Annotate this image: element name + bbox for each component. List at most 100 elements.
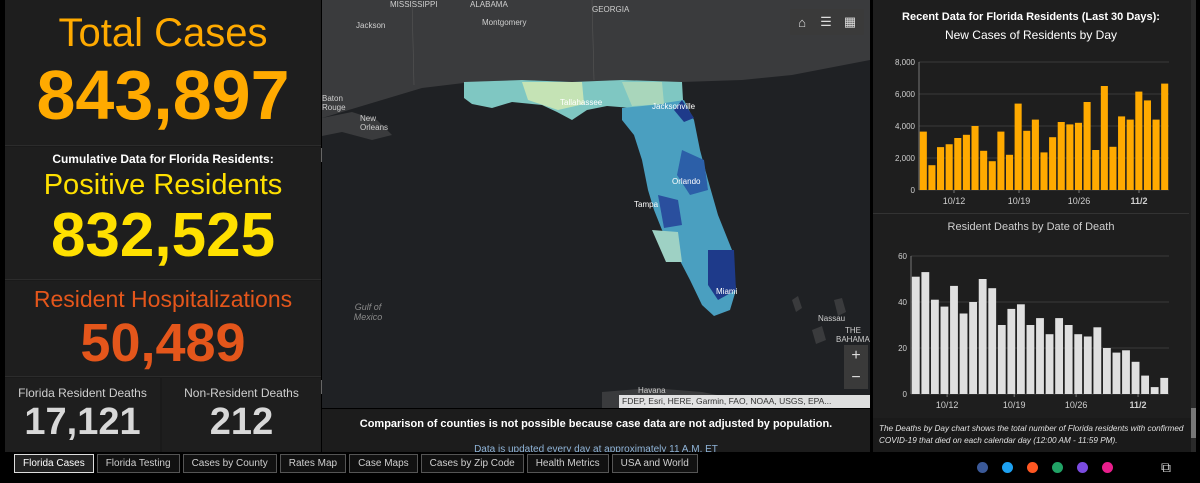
- tab-florida-testing[interactable]: Florida Testing: [96, 454, 180, 473]
- zoom-in-button[interactable]: +: [851, 347, 861, 364]
- bar[interactable]: [1143, 100, 1151, 190]
- bar[interactable]: [954, 138, 962, 190]
- state-border: [591, 0, 595, 81]
- bar[interactable]: [1100, 86, 1108, 190]
- nonresident-deaths-card: Non-Resident Deaths 212: [162, 378, 321, 452]
- positive-residents-title: Positive Residents: [43, 169, 283, 201]
- bar[interactable]: [1049, 137, 1057, 190]
- bar[interactable]: [945, 144, 953, 190]
- bar[interactable]: [1141, 375, 1150, 394]
- bar[interactable]: [1023, 130, 1031, 190]
- bar[interactable]: [1150, 387, 1159, 394]
- bar[interactable]: [1064, 325, 1073, 394]
- bar[interactable]: [928, 165, 936, 190]
- bar[interactable]: [969, 302, 978, 394]
- pinterest-icon[interactable]: [1077, 462, 1088, 473]
- bar[interactable]: [1031, 119, 1039, 190]
- bar[interactable]: [1092, 150, 1100, 190]
- bar[interactable]: [980, 150, 988, 190]
- home-icon[interactable]: ⌂: [798, 14, 806, 30]
- bar[interactable]: [1083, 336, 1092, 395]
- x-tick-label: 10/12: [936, 400, 959, 410]
- bar[interactable]: [1016, 304, 1025, 394]
- bar[interactable]: [1161, 83, 1169, 190]
- bar[interactable]: [930, 299, 939, 394]
- bar[interactable]: [921, 272, 930, 394]
- bar[interactable]: [1074, 122, 1083, 190]
- bar[interactable]: [1118, 116, 1126, 190]
- tab-florida-cases[interactable]: Florida Cases: [14, 454, 94, 473]
- map-attribution[interactable]: FDEP, Esri, HERE, Garmin, FAO, NOAA, USG…: [619, 395, 870, 408]
- bar[interactable]: [1074, 334, 1083, 394]
- tab-cases-by-county[interactable]: Cases by County: [182, 454, 277, 473]
- tab-usa-and-world[interactable]: USA and World: [611, 454, 698, 473]
- deaths-chart[interactable]: 0 20 40 60 10/12 10/19 10/26 11/2: [873, 246, 1189, 416]
- bar[interactable]: [940, 306, 949, 394]
- bar[interactable]: [1007, 308, 1016, 394]
- bar[interactable]: [1102, 348, 1111, 394]
- bar[interactable]: [1036, 318, 1044, 394]
- bar[interactable]: [1026, 325, 1035, 394]
- tab-health-metrics[interactable]: Health Metrics: [526, 454, 609, 473]
- bar[interactable]: [997, 131, 1005, 190]
- bar[interactable]: [1112, 352, 1121, 394]
- bar[interactable]: [1066, 124, 1074, 190]
- bar[interactable]: [1126, 119, 1134, 190]
- bar[interactable]: [911, 276, 920, 394]
- bar[interactable]: [959, 313, 968, 395]
- link-icon[interactable]: [1102, 462, 1113, 473]
- county-map[interactable]: MISSISSIPPI ALABAMA GEORGIA Jackson Mont…: [322, 0, 870, 408]
- x-tick-label: 10/19: [1003, 400, 1026, 410]
- list-icon[interactable]: ☰: [820, 14, 832, 29]
- facebook-icon[interactable]: [977, 462, 988, 473]
- zoom-out-button[interactable]: −: [851, 369, 861, 386]
- bar[interactable]: [1093, 327, 1102, 394]
- x-tick-label: 11/2: [1130, 400, 1147, 410]
- tab-bar: Florida Cases Florida Testing Cases by Cou…: [14, 454, 701, 473]
- bar[interactable]: [919, 131, 927, 190]
- map-note-update: Data is updated every day at approximate…: [474, 444, 718, 455]
- bar[interactable]: [1057, 122, 1065, 190]
- bar[interactable]: [1135, 91, 1143, 190]
- tab-rates-map[interactable]: Rates Map: [279, 454, 347, 473]
- scrollbar-thumb[interactable]: [1191, 408, 1196, 438]
- scrollbar[interactable]: [1191, 0, 1196, 452]
- cases-chart[interactable]: 0 2,000 4,000 6,000 8,000 10/12 10/19 10/26 11/2: [873, 50, 1189, 210]
- bar[interactable]: [1083, 102, 1091, 190]
- bar[interactable]: [937, 147, 945, 190]
- reddit-icon[interactable]: [1027, 462, 1038, 473]
- bar[interactable]: [997, 325, 1006, 394]
- bar[interactable]: [1014, 103, 1022, 190]
- map-label-havana: Havana: [638, 386, 666, 395]
- bar[interactable]: [1160, 377, 1169, 394]
- county-leon: [522, 82, 584, 110]
- bar[interactable]: [1152, 119, 1160, 190]
- map-label-gulf: Gulf of Mexico: [353, 302, 383, 322]
- sheets-icon[interactable]: [1052, 462, 1063, 473]
- bar[interactable]: [950, 285, 958, 394]
- recent-data-panel: Recent Data for Florida Residents (Last …: [873, 0, 1196, 452]
- county-miami-dade: [708, 250, 736, 300]
- external-link-icon[interactable]: ⧉: [1161, 459, 1171, 475]
- bar[interactable]: [971, 126, 979, 190]
- bar[interactable]: [1040, 152, 1048, 190]
- bar[interactable]: [1055, 318, 1064, 394]
- hospitalizations-value: 50,489: [80, 313, 246, 373]
- map-label-tallahassee: Tallahassee: [560, 98, 603, 107]
- map-label-georgia: GEORGIA: [592, 5, 630, 14]
- map-label-montgomery: Montgomery: [482, 18, 527, 27]
- tab-case-maps[interactable]: Case Maps: [349, 454, 418, 473]
- cases-chart-title: New Cases of Residents by Day: [944, 28, 1118, 42]
- bar[interactable]: [988, 288, 997, 394]
- qr-icon[interactable]: ▦: [843, 14, 857, 29]
- bar[interactable]: [988, 161, 996, 190]
- tab-cases-by-zip-code[interactable]: Cases by Zip Code: [420, 454, 524, 473]
- bar[interactable]: [1109, 146, 1117, 190]
- bar[interactable]: [1131, 361, 1140, 394]
- twitter-icon[interactable]: [1002, 462, 1013, 473]
- bar[interactable]: [962, 134, 970, 190]
- bar[interactable]: [1122, 350, 1130, 394]
- bar[interactable]: [1045, 334, 1054, 394]
- bar[interactable]: [978, 279, 987, 394]
- bar[interactable]: [1005, 154, 1014, 190]
